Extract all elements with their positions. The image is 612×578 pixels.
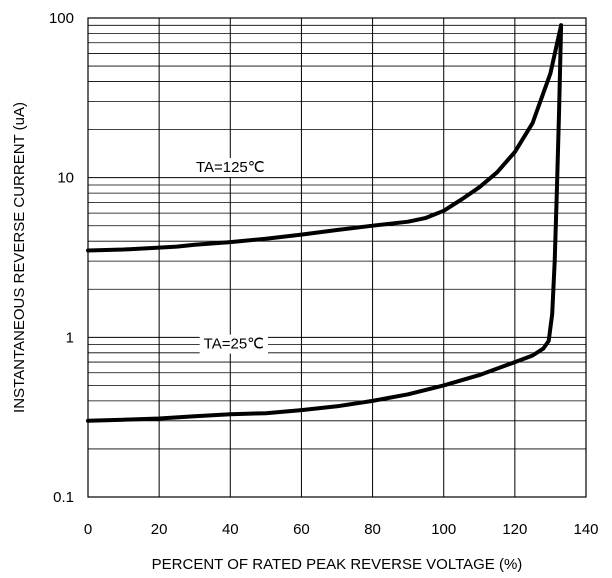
- x-tick-label: 100: [431, 521, 456, 538]
- series-label-background: [199, 334, 269, 354]
- y-tick-label: 1: [66, 329, 74, 346]
- x-tick-label: 20: [151, 521, 168, 538]
- series-label-background: [191, 157, 269, 177]
- x-axis-label: PERCENT OF RATED PEAK REVERSE VOLTAGE (%…: [152, 556, 523, 573]
- y-axis-label: INSTANTANEOUS REVERSE CURRENT (uA): [11, 102, 28, 413]
- x-tick-label: 120: [502, 521, 527, 538]
- y-tick-label: 100: [49, 10, 74, 27]
- x-tick-label: 80: [364, 521, 381, 538]
- y-tick-label: 0.1: [53, 489, 74, 506]
- x-tick-label: 40: [222, 521, 239, 538]
- series-label-1: TA=25℃: [204, 336, 264, 353]
- series-labels: TA=125℃ TA=25℃: [191, 157, 269, 354]
- y-tick-label: 10: [57, 170, 74, 187]
- x-tick-label: 140: [573, 521, 598, 538]
- x-tick-label: 0: [84, 521, 92, 538]
- tick-labels: 0 20 40 60 80 100 120 140 0.1 1 10 100: [49, 10, 599, 538]
- grid: [88, 18, 586, 497]
- plot-frame: [87, 17, 587, 498]
- series-layer: [86, 23, 564, 423]
- series-line-0: [86, 23, 564, 253]
- series-line-1: [86, 23, 564, 423]
- series-label-0: TA=125℃: [196, 159, 265, 176]
- x-tick-label: 60: [293, 521, 310, 538]
